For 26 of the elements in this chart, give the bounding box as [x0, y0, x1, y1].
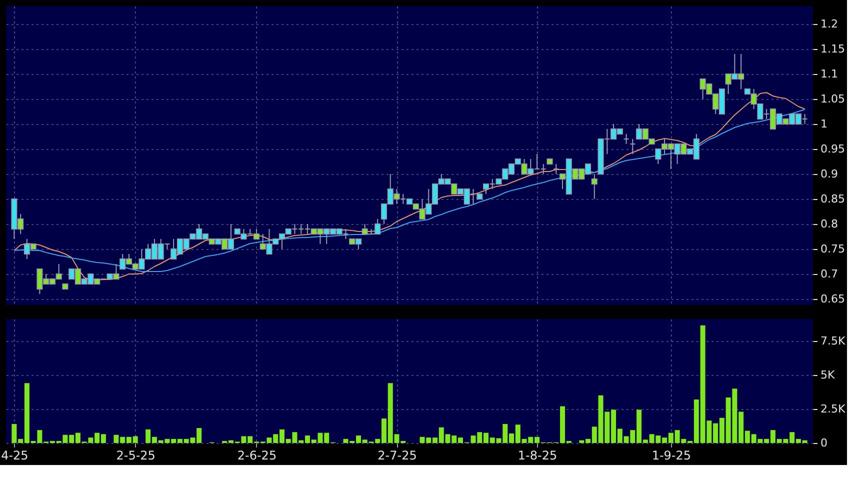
x-tick-label: 4-25: [1, 448, 28, 462]
y-tick-label: 0.7: [820, 268, 838, 280]
x-tick-label: 1-9-25: [652, 448, 692, 462]
y-tick-label: 1.15: [820, 42, 845, 56]
y-tick-label: 0.75: [820, 242, 845, 256]
y-tick-label: 1.2: [820, 18, 838, 30]
y-tick-label: 0.9: [820, 168, 838, 180]
y-tick-label: 0.95: [820, 142, 845, 156]
y-tick-label: 5K: [820, 368, 836, 382]
x-tick-label: 2-6-25: [237, 448, 277, 462]
candlestick: [553, 164, 560, 174]
candlestick: [630, 138, 636, 154]
y-tick-label: 2.5K: [820, 402, 846, 416]
candlestick: [591, 174, 598, 200]
y-tick-label: 0.8: [820, 218, 838, 230]
y-tick-label: 0.65: [820, 292, 845, 306]
x-tick-label: 1-8-25: [518, 448, 558, 462]
x-tick-label: 2-7-25: [378, 448, 417, 462]
y-tick-label: 0: [820, 436, 828, 450]
y-tick-label: 7.5K: [820, 334, 846, 348]
x-tick-label: 2-5-25: [116, 448, 156, 462]
y-tick-label: 1.05: [820, 92, 845, 106]
candlestick: [623, 134, 630, 144]
y-tick-label: 0.85: [820, 192, 845, 206]
y-tick-label: 1: [820, 118, 828, 130]
y-tick-label: 1.1: [820, 68, 838, 80]
